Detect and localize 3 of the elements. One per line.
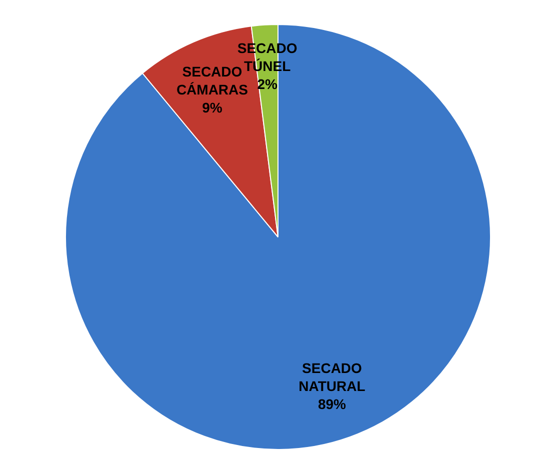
data-label: 9%: [202, 100, 223, 116]
data-label: 89%: [318, 396, 347, 412]
slice-label: SECADO NATURAL: [298, 360, 366, 394]
